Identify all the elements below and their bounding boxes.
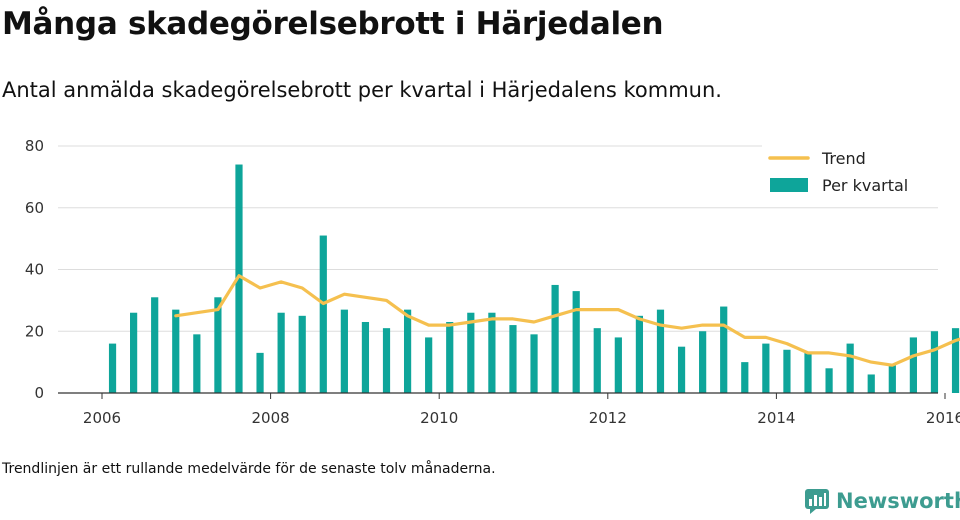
bar <box>846 343 854 393</box>
bar <box>130 312 138 393</box>
bar <box>930 331 939 393</box>
bar <box>867 374 875 393</box>
x-tick-label: 2010 <box>420 409 458 427</box>
chart: 0204060802006200820102012201420162018202… <box>25 137 960 427</box>
bar <box>909 337 917 393</box>
bar <box>467 312 475 393</box>
bar <box>677 346 686 393</box>
bar <box>656 309 665 393</box>
bar <box>951 328 960 393</box>
bar <box>193 334 201 393</box>
footnote: Trendlinjen är ett rullande medelvärde f… <box>2 461 496 477</box>
bar <box>446 321 454 393</box>
bar <box>720 306 728 393</box>
bar <box>488 312 496 393</box>
bar <box>699 331 707 393</box>
legend: Trend Per kvartal <box>762 143 938 201</box>
bar <box>762 343 770 393</box>
bar <box>382 328 391 393</box>
y-tick-label: 60 <box>25 199 44 217</box>
legend-swatch-bars <box>770 178 808 192</box>
bar <box>635 315 644 393</box>
bar <box>151 297 159 393</box>
bar <box>403 309 412 393</box>
y-tick-label: 0 <box>34 384 44 402</box>
bar <box>825 368 833 393</box>
legend-label-trend: Trend <box>821 149 866 168</box>
bar <box>572 291 580 393</box>
y-tick-label: 80 <box>25 137 44 155</box>
bar <box>614 337 622 393</box>
bar <box>509 325 517 393</box>
brand-name: Newsworthy <box>836 489 960 513</box>
bar <box>235 164 243 393</box>
bar <box>593 328 601 393</box>
chart-title: Många skadegörelsebrott i Härjedalen <box>2 6 664 42</box>
bar <box>256 352 264 393</box>
bar <box>804 352 812 393</box>
bar <box>319 235 327 393</box>
x-tick-label: 2012 <box>589 409 627 427</box>
y-tick-label: 40 <box>25 261 44 279</box>
bar <box>741 362 749 393</box>
bar <box>214 297 222 393</box>
y-tick-label: 20 <box>25 322 44 340</box>
bar <box>425 337 433 393</box>
bar <box>888 365 896 393</box>
chart-subtitle: Antal anmälda skadegörelsebrott per kvar… <box>2 78 722 102</box>
legend-label-bars: Per kvartal <box>822 176 908 195</box>
bar <box>783 349 791 393</box>
bar <box>530 334 538 393</box>
bar <box>108 343 117 393</box>
trend-series <box>174 274 960 367</box>
bar <box>172 309 180 393</box>
bar <box>277 312 285 393</box>
bar <box>298 315 306 393</box>
bar <box>361 321 370 393</box>
newsworthy-logo-icon <box>805 489 829 514</box>
bar-series <box>108 164 960 393</box>
axes: 0204060802006200820102012201420162018202… <box>25 137 960 427</box>
bar <box>340 309 348 393</box>
x-tick-label: 2008 <box>252 409 290 427</box>
x-tick-label: 2006 <box>83 409 121 427</box>
bar <box>551 284 559 393</box>
x-tick-label: 2014 <box>757 409 795 427</box>
brand-logo[interactable]: Newsworthy <box>804 488 960 514</box>
trend-line <box>174 274 960 367</box>
x-tick-label: 2016 <box>926 409 960 427</box>
